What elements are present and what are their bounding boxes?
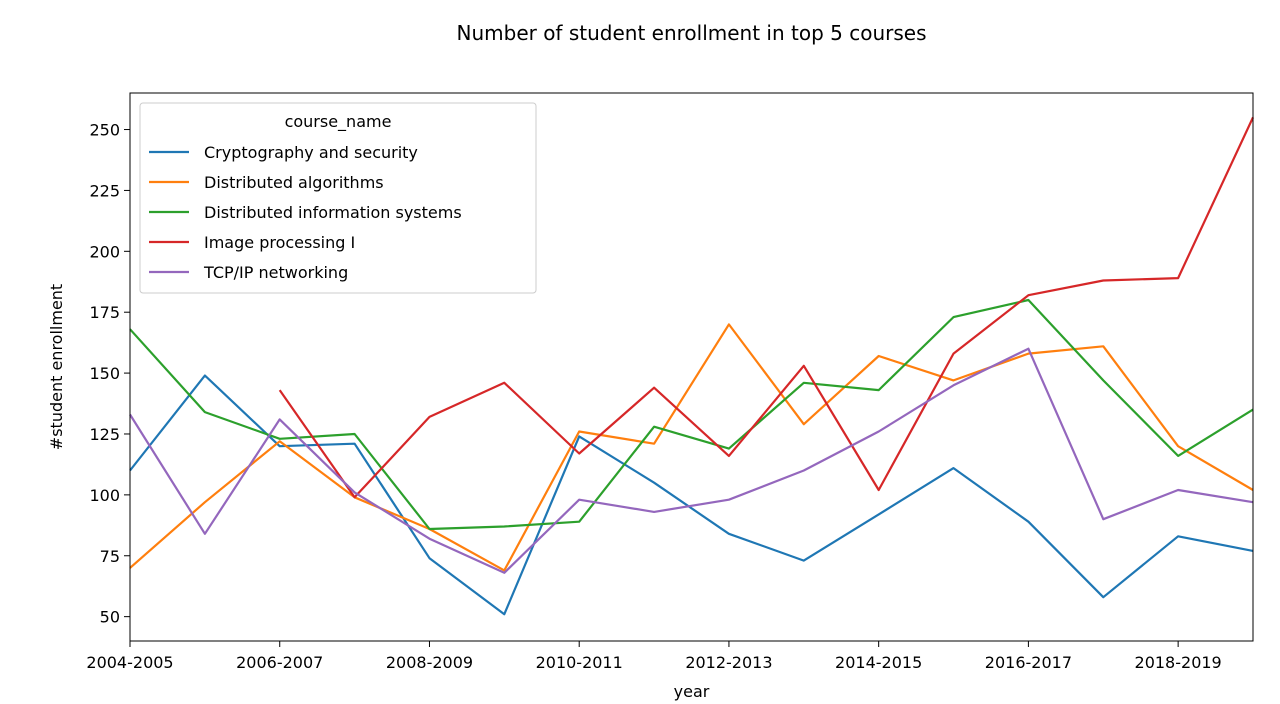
legend-title: course_name [285,112,392,132]
legend-entry: Cryptography and security [204,143,418,162]
axes-ticks: 50 75 100 125 150 175 200 225 250 2004-2005 2006-2… [86,121,1221,672]
y-tick-label: 150 [89,364,120,383]
y-tick-label: 125 [89,425,120,444]
series-lines [129,116,1254,616]
y-tick-label: 175 [89,303,120,322]
series-line-distributed-information-systems [129,298,1254,531]
legend-entry: Distributed information systems [204,203,462,222]
y-axis-label: #student enrollment [47,284,66,450]
legend-entry: Distributed algorithms [204,173,384,192]
y-tick-label: 200 [89,242,120,261]
x-tick-label: 2004-2005 [86,653,173,672]
series-line-tcp-ip-networking [129,347,1254,574]
x-tick-label: 2010-2011 [536,653,623,672]
x-tick-label: 2018-2019 [1135,653,1222,672]
legend-box [139,102,537,294]
series-line-cryptography-and-security [129,374,1254,616]
legend-entry: TCP/IP networking [203,263,348,282]
chart-title: Number of student enrollment in top 5 co… [457,21,927,45]
x-tick-label: 2012-2013 [685,653,772,672]
series-line-image-processing-i [278,116,1254,499]
y-tick-label: 225 [89,181,120,200]
y-tick-label: 250 [89,121,120,140]
legend-entry: Image processing I [204,233,355,252]
x-tick-label: 2014-2015 [835,653,922,672]
x-tick-label: 2006-2007 [236,653,323,672]
x-tick-label: 2016-2017 [985,653,1072,672]
series-line-distributed-algorithms [129,323,1254,572]
x-tick-label: 2008-2009 [386,653,473,672]
y-tick-label: 75 [100,547,120,566]
x-axis-label: year [674,682,710,701]
y-tick-label: 100 [89,486,120,505]
y-tick-label: 50 [100,608,120,627]
plot-frame [129,92,1254,642]
legend: course_name Cryptography and security Dist… [139,102,537,294]
